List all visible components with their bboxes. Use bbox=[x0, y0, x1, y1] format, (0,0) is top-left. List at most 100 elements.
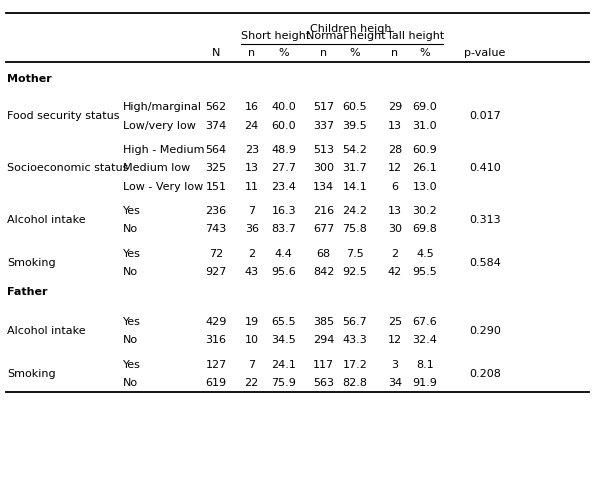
Text: Socioeconomic status: Socioeconomic status bbox=[7, 163, 129, 173]
Text: 385: 385 bbox=[313, 317, 334, 327]
Text: 517: 517 bbox=[313, 102, 334, 112]
Text: 743: 743 bbox=[206, 225, 227, 235]
Text: 23: 23 bbox=[244, 145, 259, 155]
Text: Yes: Yes bbox=[123, 360, 141, 370]
Text: 67.6: 67.6 bbox=[413, 317, 437, 327]
Text: 30.2: 30.2 bbox=[413, 206, 437, 216]
Text: 19: 19 bbox=[244, 317, 259, 327]
Text: 54.2: 54.2 bbox=[343, 145, 367, 155]
Text: 92.5: 92.5 bbox=[343, 267, 367, 277]
Text: 23.4: 23.4 bbox=[271, 182, 296, 192]
Text: 40.0: 40.0 bbox=[271, 102, 296, 112]
Text: 14.1: 14.1 bbox=[343, 182, 367, 192]
Text: 16: 16 bbox=[245, 102, 258, 112]
Text: 12: 12 bbox=[387, 163, 402, 173]
Text: %: % bbox=[349, 48, 360, 58]
Text: Alcohol intake: Alcohol intake bbox=[7, 215, 86, 225]
Text: Mother: Mother bbox=[7, 74, 52, 84]
Text: 24.2: 24.2 bbox=[343, 206, 367, 216]
Text: 134: 134 bbox=[313, 182, 334, 192]
Text: %: % bbox=[278, 48, 289, 58]
Text: High/marginal: High/marginal bbox=[123, 102, 202, 112]
Text: 24.1: 24.1 bbox=[271, 360, 296, 370]
Text: 75.9: 75.9 bbox=[271, 378, 296, 388]
Text: 28: 28 bbox=[387, 145, 402, 155]
Text: Short height: Short height bbox=[241, 32, 310, 41]
Text: 42: 42 bbox=[387, 267, 402, 277]
Text: 563: 563 bbox=[313, 378, 334, 388]
Text: 7: 7 bbox=[248, 360, 255, 370]
Text: 30: 30 bbox=[388, 225, 402, 235]
Text: 34: 34 bbox=[387, 378, 402, 388]
Text: Smoking: Smoking bbox=[7, 369, 56, 379]
Text: 83.7: 83.7 bbox=[271, 225, 296, 235]
Text: 26.1: 26.1 bbox=[413, 163, 437, 173]
Text: 13: 13 bbox=[245, 163, 258, 173]
Text: 60.5: 60.5 bbox=[343, 102, 367, 112]
Text: No: No bbox=[123, 336, 138, 346]
Text: 0.313: 0.313 bbox=[469, 215, 501, 225]
Text: %: % bbox=[419, 48, 430, 58]
Text: 27.7: 27.7 bbox=[271, 163, 296, 173]
Text: 0.017: 0.017 bbox=[469, 111, 501, 121]
Text: 31.7: 31.7 bbox=[343, 163, 367, 173]
Text: Food security status: Food security status bbox=[7, 111, 120, 121]
Text: 0.410: 0.410 bbox=[469, 163, 501, 173]
Text: Smoking: Smoking bbox=[7, 258, 56, 268]
Text: Yes: Yes bbox=[123, 317, 141, 327]
Text: 11: 11 bbox=[245, 182, 258, 192]
Text: 60.9: 60.9 bbox=[413, 145, 437, 155]
Text: 4.5: 4.5 bbox=[416, 249, 433, 259]
Text: 13: 13 bbox=[388, 206, 402, 216]
Text: 151: 151 bbox=[206, 182, 227, 192]
Text: 842: 842 bbox=[313, 267, 334, 277]
Text: 16.3: 16.3 bbox=[271, 206, 296, 216]
Text: Children heigh: Children heigh bbox=[310, 24, 391, 34]
Text: 374: 374 bbox=[206, 120, 227, 131]
Text: 48.9: 48.9 bbox=[271, 145, 296, 155]
Text: Low/very low: Low/very low bbox=[123, 120, 196, 131]
Text: 429: 429 bbox=[206, 317, 227, 327]
Text: 337: 337 bbox=[313, 120, 334, 131]
Text: 216: 216 bbox=[313, 206, 334, 216]
Text: 65.5: 65.5 bbox=[271, 317, 296, 327]
Text: 95.5: 95.5 bbox=[413, 267, 437, 277]
Text: 236: 236 bbox=[206, 206, 227, 216]
Text: 43: 43 bbox=[244, 267, 259, 277]
Text: 72: 72 bbox=[209, 249, 223, 259]
Text: 127: 127 bbox=[206, 360, 227, 370]
Text: 294: 294 bbox=[313, 336, 334, 346]
Text: 2: 2 bbox=[391, 249, 398, 259]
Text: 60.0: 60.0 bbox=[271, 120, 296, 131]
Text: No: No bbox=[123, 378, 138, 388]
Text: 13: 13 bbox=[388, 120, 402, 131]
Text: 22: 22 bbox=[244, 378, 259, 388]
Text: 677: 677 bbox=[313, 225, 334, 235]
Text: 43.3: 43.3 bbox=[343, 336, 367, 346]
Text: 117: 117 bbox=[313, 360, 334, 370]
Text: n: n bbox=[391, 48, 398, 58]
Text: Normal height: Normal height bbox=[306, 32, 385, 41]
Text: n: n bbox=[320, 48, 327, 58]
Text: 29: 29 bbox=[387, 102, 402, 112]
Text: 56.7: 56.7 bbox=[343, 317, 367, 327]
Text: 91.9: 91.9 bbox=[413, 378, 437, 388]
Text: 25: 25 bbox=[387, 317, 402, 327]
Text: 69.8: 69.8 bbox=[413, 225, 437, 235]
Text: 0.584: 0.584 bbox=[469, 258, 501, 268]
Text: 17.2: 17.2 bbox=[343, 360, 367, 370]
Text: 31.0: 31.0 bbox=[413, 120, 437, 131]
Text: p-value: p-value bbox=[464, 48, 506, 58]
Text: 0.208: 0.208 bbox=[469, 369, 501, 379]
Text: 325: 325 bbox=[206, 163, 227, 173]
Text: 75.8: 75.8 bbox=[343, 225, 367, 235]
Text: 2: 2 bbox=[248, 249, 255, 259]
Text: 927: 927 bbox=[206, 267, 227, 277]
Text: 36: 36 bbox=[245, 225, 258, 235]
Text: 564: 564 bbox=[206, 145, 227, 155]
Text: 82.8: 82.8 bbox=[343, 378, 367, 388]
Text: No: No bbox=[123, 267, 138, 277]
Text: 69.0: 69.0 bbox=[413, 102, 437, 112]
Text: 316: 316 bbox=[206, 336, 227, 346]
Text: n: n bbox=[248, 48, 255, 58]
